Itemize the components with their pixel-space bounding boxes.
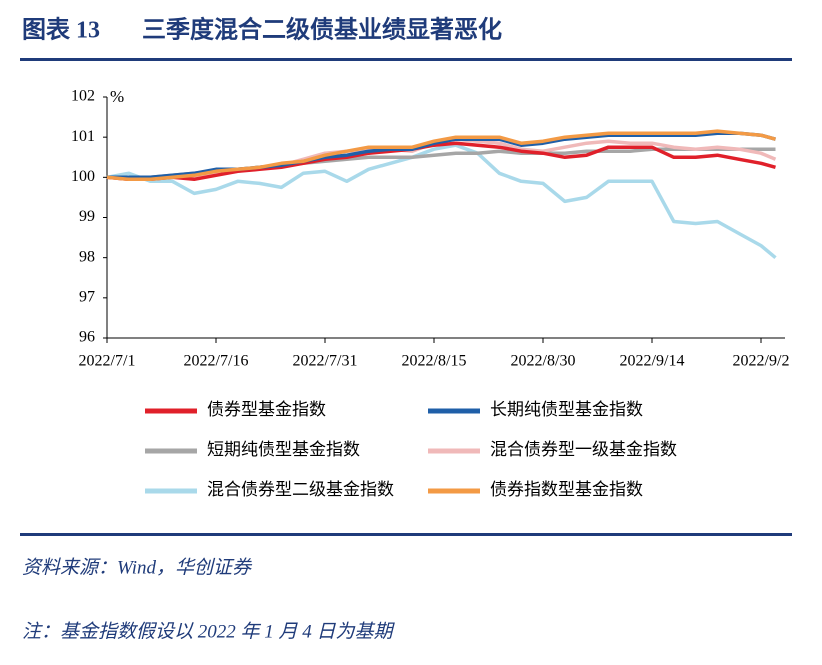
y-tick-label: 102	[71, 88, 95, 105]
legend-label: 债券型基金指数	[207, 400, 326, 419]
y-tick-label: 98	[79, 248, 95, 265]
x-tick-label: 2022/8/30	[511, 353, 576, 370]
x-tick-label: 2022/7/31	[293, 353, 358, 370]
legend-label: 长期纯债型基金指数	[490, 400, 643, 419]
series-line	[106, 143, 777, 260]
legend-label: 短期纯债型基金指数	[207, 440, 360, 459]
note: 注：基金指数假设以 2022 年 1 月 4 日为基期	[22, 620, 396, 642]
x-tick-label: 2022/9/2	[733, 353, 790, 370]
y-tick-label: 96	[79, 329, 95, 346]
y-tick-label: 101	[71, 128, 95, 145]
series-line	[106, 141, 776, 182]
chart-title: 三季度混合二级债基业绩显著恶化	[142, 16, 502, 44]
x-tick-label: 2022/9/14	[620, 353, 685, 370]
series-line	[106, 129, 776, 182]
x-tick-label: 2022/7/1	[79, 353, 136, 370]
legend-label: 债券指数型基金指数	[490, 480, 643, 499]
y-tick-label: 99	[79, 208, 95, 225]
x-tick-label: 2022/7/16	[184, 353, 249, 370]
x-tick-label: 2022/8/15	[402, 353, 467, 370]
y-unit: %	[110, 87, 124, 106]
legend-label: 混合债券型一级基金指数	[490, 440, 677, 459]
y-tick-label: 97	[79, 289, 95, 306]
title-rule	[20, 58, 792, 61]
source: 资料来源：Wind，华创证券	[22, 556, 253, 578]
y-tick-label: 100	[71, 168, 95, 185]
figure-label: 图表 13	[22, 17, 100, 44]
legend-label: 混合债券型二级基金指数	[207, 480, 394, 499]
footer-rule	[20, 533, 792, 536]
